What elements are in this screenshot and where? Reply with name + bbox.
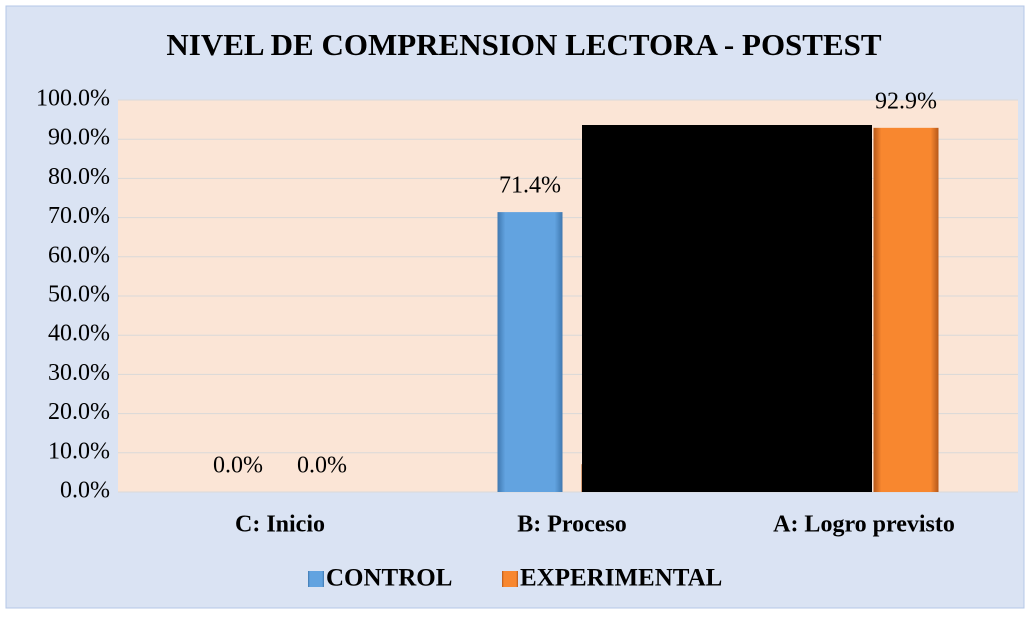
data-label: 0.0% bbox=[297, 453, 347, 479]
x-tick-label: B: Proceso bbox=[517, 512, 627, 538]
legend-label: CONTROL bbox=[326, 565, 452, 592]
data-label: 92.9% bbox=[875, 88, 937, 114]
legend-label: EXPERIMENTAL bbox=[520, 565, 722, 592]
y-tick-label: 100.0% bbox=[36, 86, 110, 112]
y-tick-label: 30.0% bbox=[48, 360, 110, 386]
y-tick-label: 40.0% bbox=[48, 321, 110, 347]
y-tick-label: 80.0% bbox=[48, 164, 110, 190]
y-tick-label: 20.0% bbox=[48, 399, 110, 425]
legend-swatch bbox=[502, 571, 518, 587]
y-tick-label: 60.0% bbox=[48, 242, 110, 268]
data-label: 0.0% bbox=[213, 453, 263, 479]
x-tick-label: C: Inicio bbox=[235, 512, 325, 538]
y-tick-label: 10.0% bbox=[48, 438, 110, 464]
y-tick-label: 70.0% bbox=[48, 203, 110, 229]
bar bbox=[497, 212, 563, 492]
chart-title: NIVEL DE COMPRENSION LECTORA - POSTEST bbox=[166, 27, 881, 62]
y-tick-label: 50.0% bbox=[48, 282, 110, 308]
y-tick-label: 90.0% bbox=[48, 125, 110, 151]
occlusion bbox=[582, 125, 872, 492]
bar bbox=[873, 127, 939, 492]
data-label: 71.4% bbox=[499, 173, 561, 199]
x-tick-label: A: Logro previsto bbox=[773, 512, 955, 538]
y-tick-label: 0.0% bbox=[60, 478, 110, 504]
legend-swatch bbox=[308, 571, 324, 587]
